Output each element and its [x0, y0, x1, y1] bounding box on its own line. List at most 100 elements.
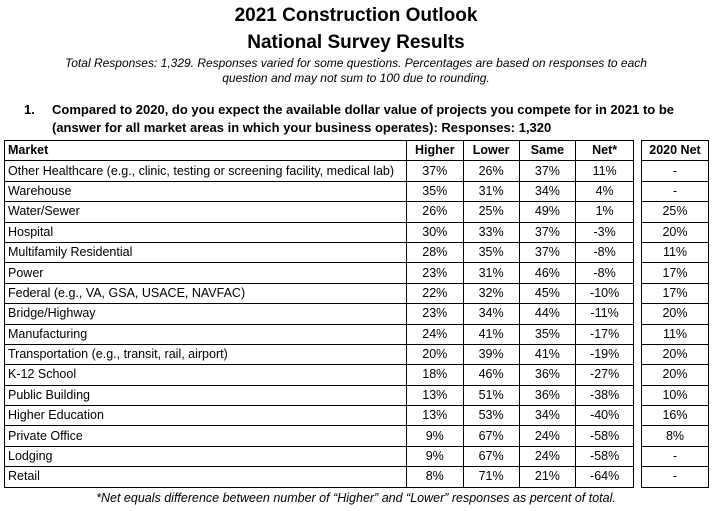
- cell-net: -17%: [575, 323, 634, 345]
- cell-2020-net: 16%: [641, 405, 709, 427]
- cell-2020-net: -: [641, 445, 709, 468]
- table-row: Warehouse 35% 31% 34% 4%: [4, 180, 634, 203]
- cell-higher: 8%: [405, 466, 464, 488]
- table-row: Higher Education 13% 53% 34% -40%: [4, 405, 634, 427]
- cell-same: 36%: [518, 364, 577, 386]
- table-row: 20%: [641, 343, 709, 366]
- column-header-same: Same: [518, 139, 577, 162]
- cell-2020-net: 8%: [641, 425, 709, 447]
- market-outlook-table-body: Other Healthcare (e.g., clinic, testing …: [4, 160, 634, 488]
- table-row: -: [641, 160, 709, 182]
- question-text: Compared to 2020, do you expect the avai…: [52, 101, 702, 137]
- table-row: -: [641, 180, 709, 203]
- table-row: 17%: [641, 262, 709, 284]
- cell-same: 41%: [518, 343, 577, 366]
- net-footnote: *Net equals difference between number of…: [96, 491, 616, 505]
- table-row: Hospital 30% 33% 37% -3%: [4, 221, 634, 243]
- cell-lower: 41%: [462, 323, 520, 345]
- table-row: Manufacturing 24% 41% 35% -17%: [4, 323, 634, 345]
- cell-2020-net: 17%: [641, 282, 709, 305]
- responses-note-line1: Total Responses: 1,329. Responses varied…: [65, 56, 647, 70]
- cell-net: 4%: [575, 180, 634, 203]
- cell-higher: 37%: [405, 160, 464, 182]
- cell-same: 49%: [518, 201, 577, 223]
- cell-lower: 31%: [462, 180, 520, 203]
- cell-same: 34%: [518, 180, 577, 203]
- cell-higher: 24%: [405, 323, 464, 345]
- cell-lower: 33%: [462, 221, 520, 243]
- column-header-2020-net: 2020 Net: [641, 139, 709, 162]
- cell-market: Retail: [4, 466, 407, 488]
- cell-2020-net: 20%: [641, 221, 709, 243]
- cell-same: 24%: [518, 425, 577, 447]
- market-outlook-table: Market Higher Lower Same Net* Other Heal…: [4, 139, 634, 488]
- cell-net: -27%: [575, 364, 634, 386]
- cell-lower: 53%: [462, 405, 520, 427]
- cell-market: Private Office: [4, 425, 407, 447]
- table-row: Multifamily Residential 28% 35% 37% -8%: [4, 241, 634, 264]
- cell-higher: 22%: [405, 282, 464, 305]
- cell-market: Power: [4, 262, 407, 284]
- table-row: 16%: [641, 405, 709, 427]
- cell-net: -58%: [575, 425, 634, 447]
- table-row: Retail 8% 71% 21% -64%: [4, 466, 634, 488]
- cell-net: -8%: [575, 241, 634, 264]
- table-header-row: Market Higher Lower Same Net*: [4, 139, 634, 162]
- cell-same: 36%: [518, 384, 577, 407]
- cell-lower: 26%: [462, 160, 520, 182]
- table-row: 25%: [641, 201, 709, 223]
- cell-same: 44%: [518, 303, 577, 325]
- cell-net: -40%: [575, 405, 634, 427]
- cell-market: Lodging: [4, 445, 407, 468]
- cell-higher: 13%: [405, 405, 464, 427]
- cell-lower: 67%: [462, 425, 520, 447]
- cell-lower: 25%: [462, 201, 520, 223]
- cell-lower: 51%: [462, 384, 520, 407]
- table-row: 10%: [641, 384, 709, 407]
- cell-market: Transportation (e.g., transit, rail, air…: [4, 343, 407, 366]
- table-row: Private Office 9% 67% 24% -58%: [4, 425, 634, 447]
- cell-higher: 28%: [405, 241, 464, 264]
- cell-lower: 35%: [462, 241, 520, 264]
- prior-year-net-table: 2020 Net - -25% 20% 11% 17% 17% 20% 11% 20% 20% 10…: [641, 139, 709, 488]
- cell-net: -8%: [575, 262, 634, 284]
- cell-same: 45%: [518, 282, 577, 305]
- table-row: Power 23% 31% 46% -8%: [4, 262, 634, 284]
- table-row: 17%: [641, 282, 709, 305]
- cell-2020-net: 20%: [641, 343, 709, 366]
- cell-same: 37%: [518, 241, 577, 264]
- cell-2020-net: -: [641, 466, 709, 488]
- cell-higher: 20%: [405, 343, 464, 366]
- cell-net: -10%: [575, 282, 634, 305]
- cell-market: Other Healthcare (e.g., clinic, testing …: [4, 160, 407, 182]
- cell-market: Federal (e.g., VA, GSA, USACE, NAVFAC): [4, 282, 407, 305]
- cell-same: 24%: [518, 445, 577, 468]
- cell-2020-net: 10%: [641, 384, 709, 407]
- column-header-higher: Higher: [405, 139, 464, 162]
- table-row: Federal (e.g., VA, GSA, USACE, NAVFAC) 22…: [4, 282, 634, 305]
- cell-market: Manufacturing: [4, 323, 407, 345]
- cell-2020-net: -: [641, 160, 709, 182]
- table-row: Water/Sewer 26% 25% 49% 1%: [4, 201, 634, 223]
- column-header-lower: Lower: [462, 139, 520, 162]
- table-header-row: 2020 Net: [641, 139, 709, 162]
- page-subtitle: National Survey Results: [247, 32, 465, 53]
- cell-higher: 30%: [405, 221, 464, 243]
- cell-lower: 32%: [462, 282, 520, 305]
- cell-market: Public Building: [4, 384, 407, 407]
- cell-lower: 71%: [462, 466, 520, 488]
- cell-net: 1%: [575, 201, 634, 223]
- table-row: 8%: [641, 425, 709, 447]
- cell-2020-net: 20%: [641, 303, 709, 325]
- column-header-market: Market: [4, 139, 407, 162]
- question-text-line2: (answer for all market areas in which yo…: [52, 120, 552, 135]
- cell-market: Bridge/Highway: [4, 303, 407, 325]
- cell-net: -11%: [575, 303, 634, 325]
- table-row: K-12 School 18% 46% 36% -27%: [4, 364, 634, 386]
- cell-market: Higher Education: [4, 405, 407, 427]
- page-title: 2021 Construction Outlook: [234, 5, 478, 26]
- cell-higher: 9%: [405, 425, 464, 447]
- table-row: 20%: [641, 303, 709, 325]
- cell-lower: 34%: [462, 303, 520, 325]
- cell-same: 46%: [518, 262, 577, 284]
